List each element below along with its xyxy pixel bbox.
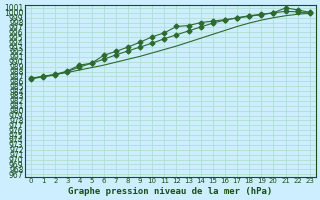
X-axis label: Graphe pression niveau de la mer (hPa): Graphe pression niveau de la mer (hPa) xyxy=(68,187,273,196)
